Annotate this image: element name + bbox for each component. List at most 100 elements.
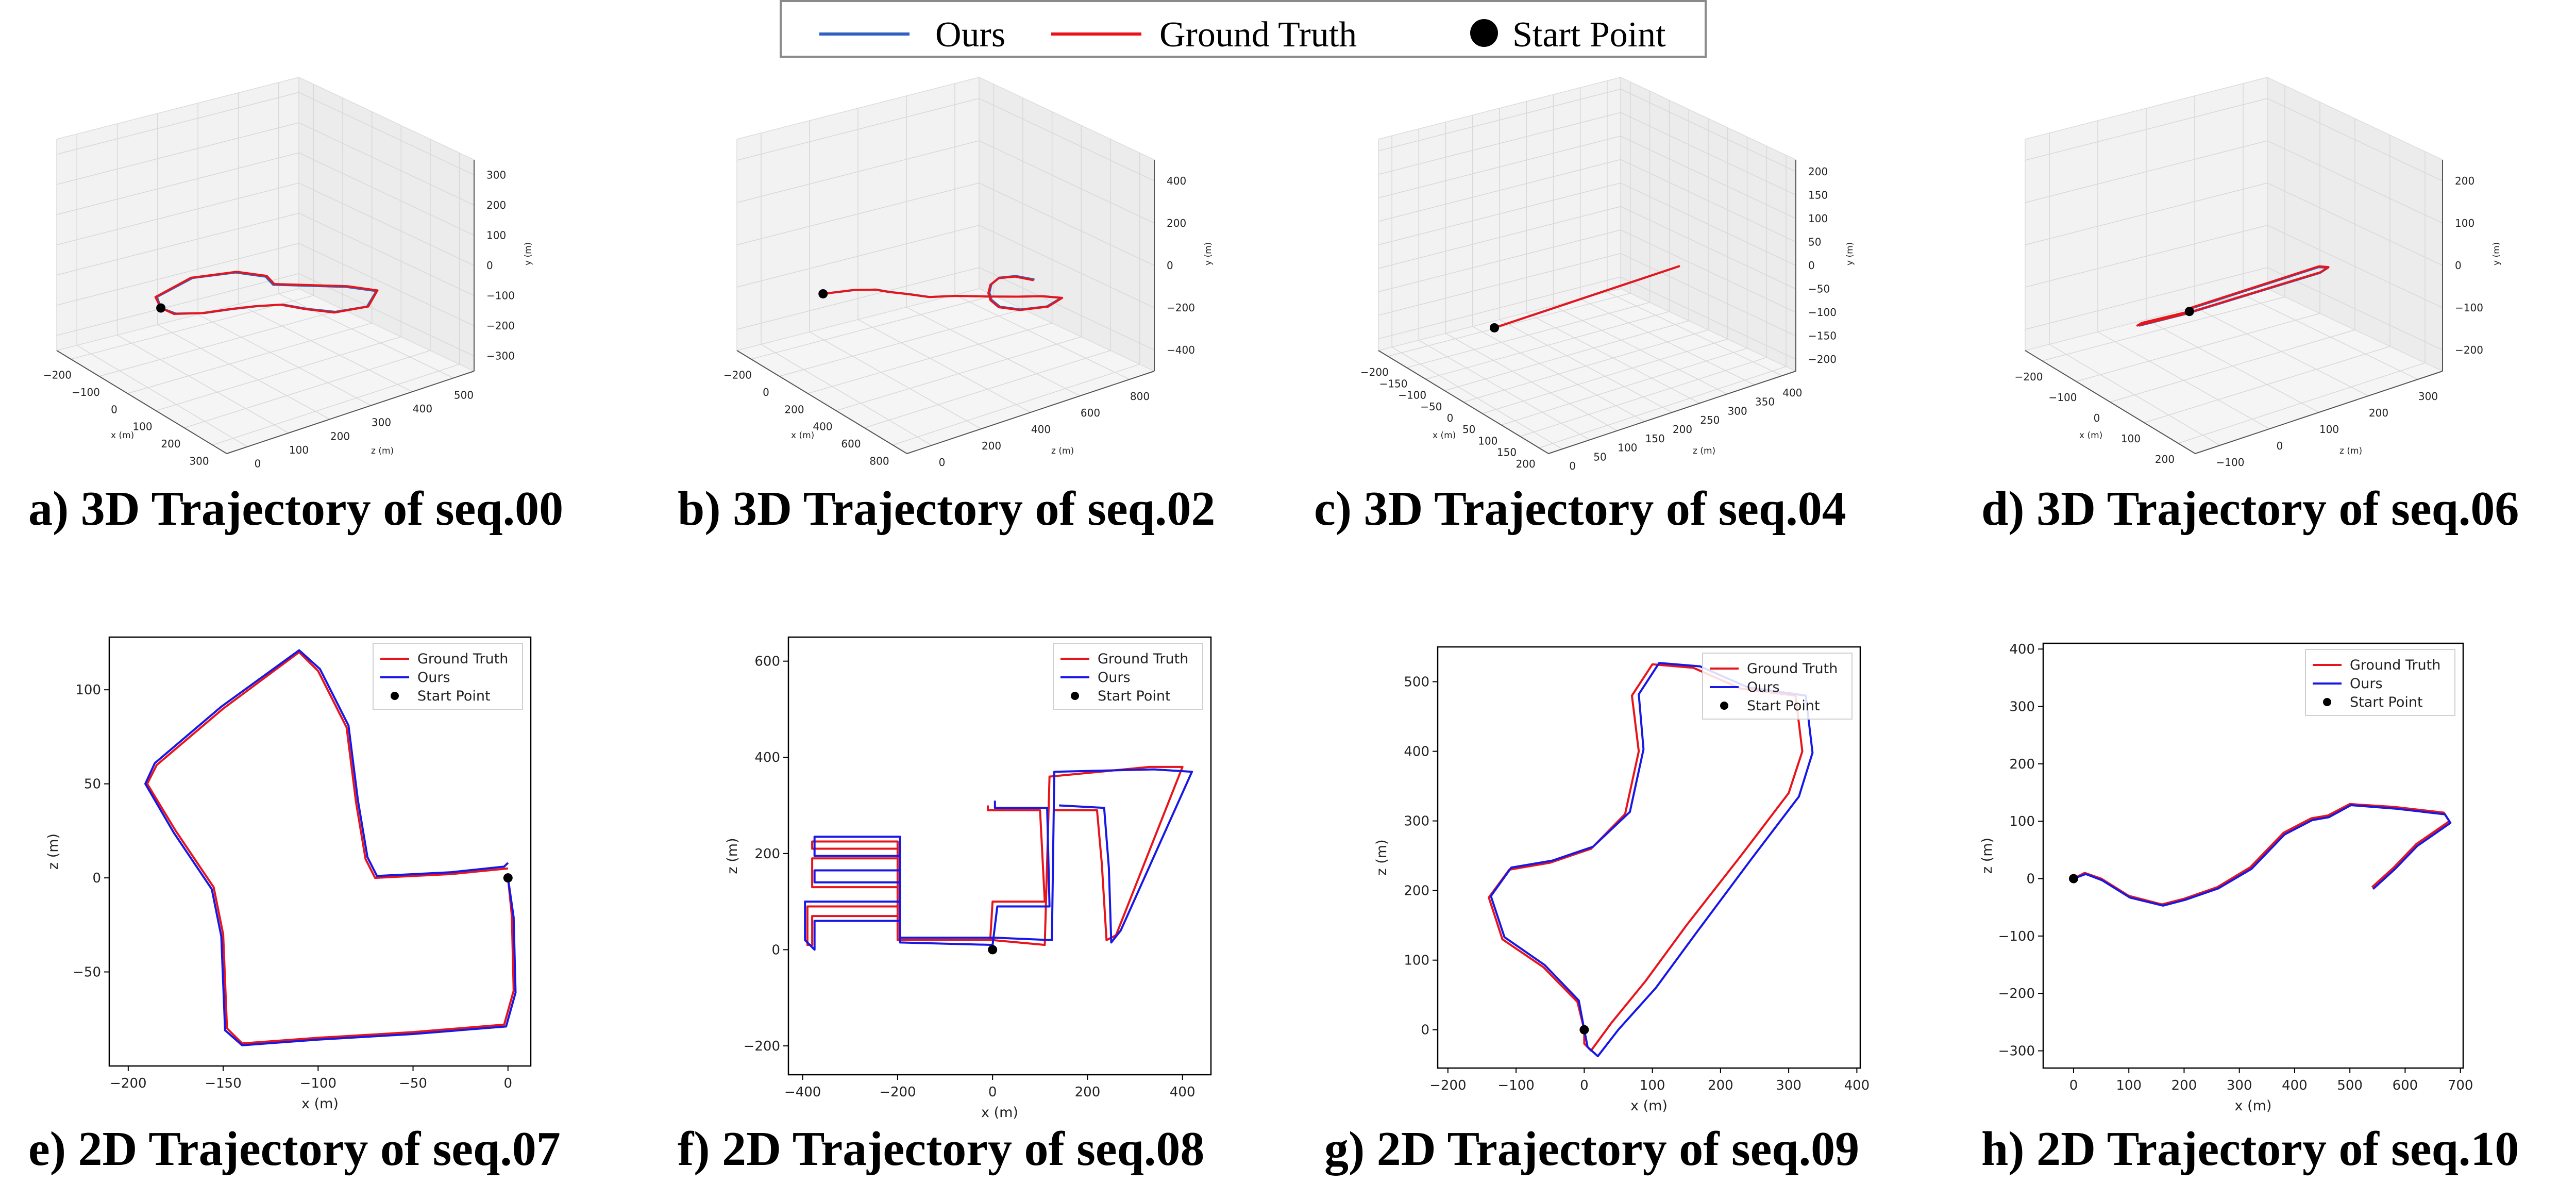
z-axis-label: z (m) — [2339, 446, 2362, 456]
x-tick-label: 0 — [1580, 1078, 1589, 1093]
x-tick-label: −200 — [2015, 371, 2043, 383]
legend-label-ours: Ours — [935, 15, 1005, 55]
panel-b: −200 0 200 400 600 800 0 200 400 600 800 400 200 0 −20… — [723, 76, 1214, 469]
y-tick-label: 0 — [771, 942, 780, 958]
y-tick-label: 100 — [1404, 953, 1429, 969]
z-tick-label: 150 — [1645, 432, 1665, 445]
y-axis-label: z (m) — [1374, 839, 1390, 875]
x-tick-label: −100 — [300, 1076, 336, 1091]
y-tick-label: 200 — [754, 846, 780, 862]
grid-line — [56, 273, 475, 357]
grid-line — [1580, 298, 1755, 386]
y-tick-label: −100 — [486, 290, 515, 302]
x-tick-label: 300 — [1776, 1078, 1801, 1093]
x-axis — [56, 350, 227, 454]
x-tick-label: 200 — [1516, 458, 1536, 470]
y-tick-label: 400 — [754, 750, 780, 765]
x-tick-label: 0 — [504, 1076, 513, 1091]
z-axis — [1548, 371, 1796, 454]
panel-e: −200 −150 −100 −50 0 −50 0 50 100 x (m) z (m) Groun… — [45, 636, 532, 1112]
x-tick-label: 0 — [2069, 1078, 2078, 1093]
grid-line — [736, 140, 1155, 224]
y-tick-label: 0 — [2026, 872, 2035, 887]
x-axis-label: x (m) — [1630, 1098, 1668, 1114]
y-tick-label: 100 — [2455, 217, 2474, 229]
x-axis-label: x (m) — [301, 1096, 339, 1112]
z-tick-label: 200 — [2369, 407, 2388, 419]
grid-line — [1378, 159, 1796, 243]
grid-line — [2025, 182, 2443, 266]
x-tick-label: 600 — [2393, 1078, 2418, 1093]
z-axis — [2195, 371, 2443, 454]
grid-line — [1607, 291, 1782, 376]
y-tick-label: −400 — [1167, 344, 1195, 356]
y-tick-label: 0 — [1167, 259, 1173, 272]
y-tick-label: −200 — [486, 320, 515, 332]
inner-legend-dot — [391, 692, 399, 700]
inner-legend-label: Start Point — [417, 688, 491, 704]
inner-legend-label: Ours — [1098, 670, 1131, 686]
grid-line — [761, 344, 932, 446]
series-line-ground-truth — [2136, 265, 2330, 327]
panel-f: −400 −200 0 200 400 −200 0 200 400 600 x (m) z (m) G… — [725, 636, 1212, 1121]
grid-line — [1378, 136, 1796, 219]
x-axis — [1378, 350, 1549, 454]
grid-line — [2025, 98, 2443, 181]
y-tick-label: 200 — [2455, 175, 2474, 187]
series-line-ground-truth — [822, 275, 1064, 311]
gridlines — [2025, 84, 2443, 446]
y-tick-label: 0 — [1808, 259, 1815, 272]
x-tick-label: −200 — [723, 369, 752, 381]
caption-a: a) 3D Trajectory of seq.00 — [28, 482, 563, 536]
x-tick-label: 200 — [1075, 1085, 1101, 1100]
x-tick-label: 400 — [1170, 1085, 1196, 1100]
start-point-marker — [988, 945, 998, 955]
start-point-marker — [818, 289, 828, 298]
z-tick-label: 250 — [1700, 414, 1720, 426]
x-tick-label: 0 — [988, 1085, 997, 1100]
gridlines — [1378, 80, 1796, 449]
start-point-marker — [1490, 323, 1499, 332]
y-tick-label: 0 — [2455, 259, 2462, 272]
gridlines — [56, 82, 475, 447]
y-tick-label: 400 — [2009, 642, 2035, 657]
series-line-ground-truth — [154, 271, 379, 315]
z-tick-label: 400 — [413, 403, 432, 415]
grid-line — [857, 319, 1031, 413]
grid-line — [1378, 253, 1796, 337]
grid-line — [2146, 319, 2319, 413]
top-legend: Ours Ground Truth Start Point — [780, 0, 1707, 58]
y-tick-label: −200 — [744, 1039, 780, 1054]
x-tick-label: −100 — [72, 386, 100, 398]
x-tick-label: 700 — [2448, 1078, 2473, 1093]
y-tick-label: 0 — [1421, 1023, 1429, 1038]
series-line-ours — [804, 768, 1193, 951]
z-tick-label: 400 — [1031, 423, 1051, 436]
series-line-ground-truth — [146, 651, 515, 1045]
grid-line — [1378, 206, 1796, 290]
z-tick-label: 200 — [1673, 423, 1692, 436]
x-tick-label: −150 — [1379, 377, 1408, 390]
caption-e: e) 2D Trajectory of seq.07 — [28, 1122, 561, 1176]
grid-line — [2243, 294, 2418, 380]
y-tick-label: 400 — [1167, 175, 1186, 187]
y-axis-label: y (m) — [2491, 242, 2502, 265]
grid-line — [736, 267, 1155, 351]
inner-legend-dot — [1720, 702, 1728, 710]
z-tick-label: 0 — [1569, 460, 1576, 472]
inner-legend: Ground Truth Ours Start Point — [2305, 649, 2455, 716]
start-point-marker — [1579, 1025, 1589, 1035]
x-tick-label: 200 — [1708, 1078, 1733, 1093]
x-tick-label: −200 — [43, 369, 72, 381]
z-tick-label: 350 — [1755, 396, 1775, 408]
caption-d: d) 3D Trajectory of seq.06 — [1981, 482, 2519, 536]
grid-line — [1499, 319, 1673, 413]
y-tick-label: 100 — [75, 682, 101, 698]
y-axis-label: y (m) — [523, 242, 533, 265]
y-tick-label: 200 — [1167, 217, 1186, 229]
y-tick-label: 50 — [1808, 236, 1821, 248]
y-tick-label: 0 — [486, 259, 493, 272]
x-axis-label: x (m) — [791, 430, 814, 441]
